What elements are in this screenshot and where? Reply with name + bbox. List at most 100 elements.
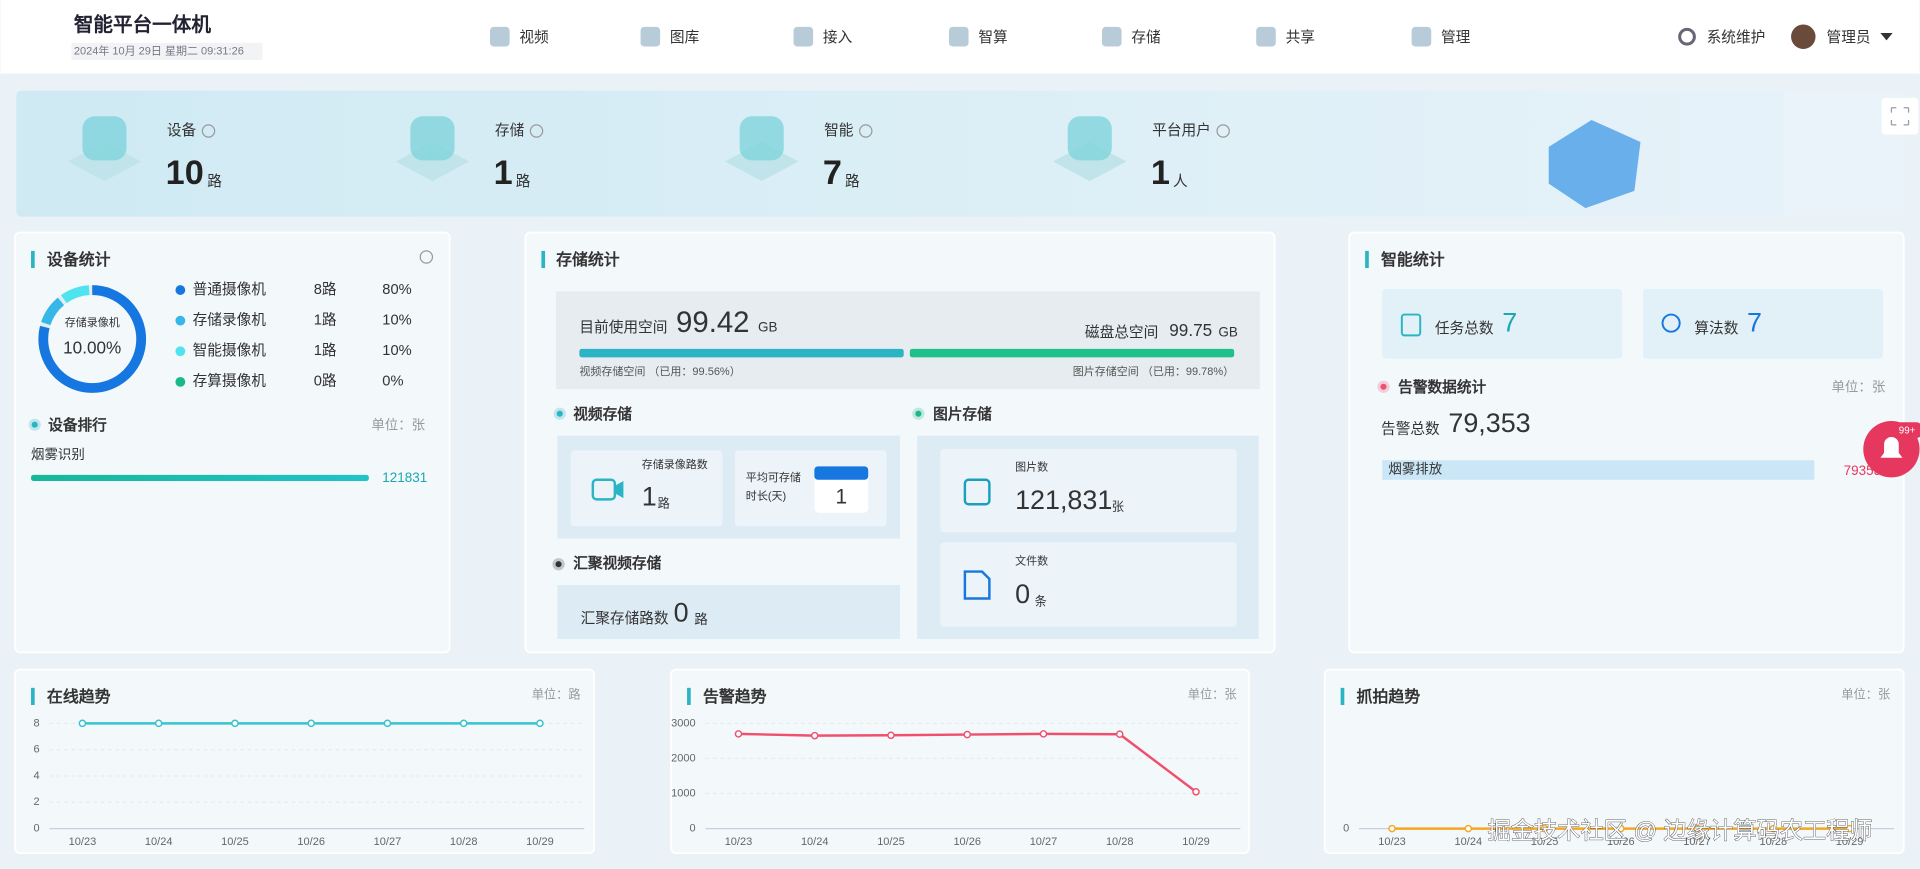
task-icon <box>1400 313 1422 337</box>
trend-point <box>1769 824 1778 833</box>
settings[interactable]: 系统维护 <box>1707 29 1766 46</box>
nav-icon[interactable] <box>948 26 969 47</box>
total-value: 99.75 <box>1169 320 1212 340</box>
trend-point <box>1693 824 1701 833</box>
legend-count: 8路 <box>314 281 337 298</box>
file-icon <box>963 570 991 600</box>
panel-trend <box>670 668 1250 855</box>
x-tick-label: 10/25 <box>1531 836 1559 848</box>
settings-icon[interactable] <box>1678 27 1696 46</box>
section-title: 设备排行 <box>48 416 107 434</box>
usage-text: 视频存储空间 （已用：99.56%） <box>579 364 740 378</box>
summary-icon <box>410 116 455 161</box>
nav-icon[interactable] <box>1411 26 1432 47</box>
badge: 99+ <box>1899 425 1916 436</box>
bell-icon <box>1880 436 1903 458</box>
x-tick-label: 10/28 <box>450 836 478 848</box>
x-tick-label: 10/28 <box>1760 836 1788 848</box>
expand-button[interactable] <box>1881 97 1919 135</box>
nav-item[interactable]: 存储 <box>1131 29 1161 46</box>
summary-banner <box>16 90 1785 217</box>
trend-point <box>1388 824 1396 833</box>
badge-bg <box>1893 422 1920 439</box>
trend-point <box>1039 730 1048 738</box>
card-label: 文件数 <box>1015 554 1048 568</box>
trend-point <box>231 719 239 728</box>
card-label: 图片数 <box>1015 460 1048 473</box>
section-title: 汇聚视频存储 <box>573 554 661 572</box>
dot <box>556 410 563 417</box>
avatar[interactable] <box>1791 24 1816 49</box>
card-value: 7 <box>1502 307 1517 337</box>
summary-icon <box>1067 116 1112 161</box>
nav-item[interactable]: 管理 <box>1441 29 1471 46</box>
user-name[interactable]: 管理员 <box>1827 29 1871 46</box>
nav-icon[interactable] <box>490 26 510 47</box>
card-value: 0 <box>1015 579 1030 609</box>
panel-device <box>14 231 451 654</box>
title-accent <box>1340 687 1345 705</box>
card <box>940 542 1237 627</box>
nav-icon[interactable] <box>640 26 661 47</box>
trend-point <box>1192 787 1200 796</box>
y-tick-label: 2 <box>33 796 39 808</box>
card <box>1382 288 1623 359</box>
x-tick-label: 10/24 <box>801 836 829 848</box>
summary-value: 1 <box>494 154 513 192</box>
dot <box>1380 383 1387 390</box>
trend-point <box>963 730 972 739</box>
x-tick-label: 10/26 <box>1607 836 1635 848</box>
y-tick-label: 0 <box>690 823 696 835</box>
alarm-item-name: 烟雾排放 <box>1388 462 1442 477</box>
legend-percent: 10% <box>382 313 411 329</box>
rank-value: 121831 <box>382 470 427 485</box>
days-value: 1 <box>835 486 847 509</box>
rank-bar <box>31 474 369 482</box>
legend-name: 智能摄像机 <box>193 341 267 359</box>
rank-name: 烟雾识别 <box>31 447 85 462</box>
dot <box>555 561 562 568</box>
trend-point <box>78 719 87 728</box>
info-icon <box>859 124 873 138</box>
x-tick-label: 10/26 <box>953 836 981 848</box>
card-label: 任务总数 <box>1435 320 1494 337</box>
app-title: 智能平台一体机 <box>74 13 211 36</box>
legend-name: 存储录像机 <box>193 312 267 329</box>
title-accent <box>31 687 35 705</box>
card-label: 算法数 <box>1694 320 1738 337</box>
x-tick-label: 10/25 <box>877 836 905 848</box>
nav-icon[interactable] <box>793 26 814 47</box>
legend-name: 普通摄像机 <box>193 281 267 298</box>
summary-icon <box>82 116 127 161</box>
card-unit: 路 <box>694 612 708 627</box>
x-tick-label: 10/27 <box>374 836 402 848</box>
panel-title: 智能统计 <box>1381 250 1445 269</box>
total-label: 磁盘总空间 <box>1085 323 1158 341</box>
panel-trend <box>1323 668 1905 855</box>
nav-icon[interactable] <box>1101 26 1122 47</box>
section-title: 视频存储 <box>573 405 632 423</box>
trend-point <box>154 719 163 728</box>
panel-trend <box>14 668 595 855</box>
trend-point <box>1540 824 1549 833</box>
x-tick-label: 10/27 <box>1030 836 1058 848</box>
nav-item[interactable]: 视频 <box>519 29 549 46</box>
nav-item[interactable]: 图库 <box>670 29 699 46</box>
nav-item[interactable]: 共享 <box>1286 29 1315 46</box>
algo-icon <box>1661 313 1681 333</box>
caret[interactable] <box>1880 33 1893 41</box>
panel-title: 存储统计 <box>556 250 620 269</box>
card <box>1642 288 1883 359</box>
x-tick-label: 10/24 <box>145 836 173 848</box>
nav-icon[interactable] <box>1256 26 1276 47</box>
aggregate-box <box>557 585 901 639</box>
panel-title: 设备统计 <box>47 250 111 269</box>
trend-point <box>307 719 315 728</box>
legend-percent: 10% <box>382 343 411 359</box>
nav-item[interactable]: 智算 <box>978 28 1007 46</box>
card-value: 1 <box>642 481 657 511</box>
legend-dot <box>175 346 186 357</box>
alarm-bar <box>1382 460 1815 480</box>
nav-item[interactable]: 接入 <box>823 29 853 46</box>
dot <box>915 410 922 417</box>
